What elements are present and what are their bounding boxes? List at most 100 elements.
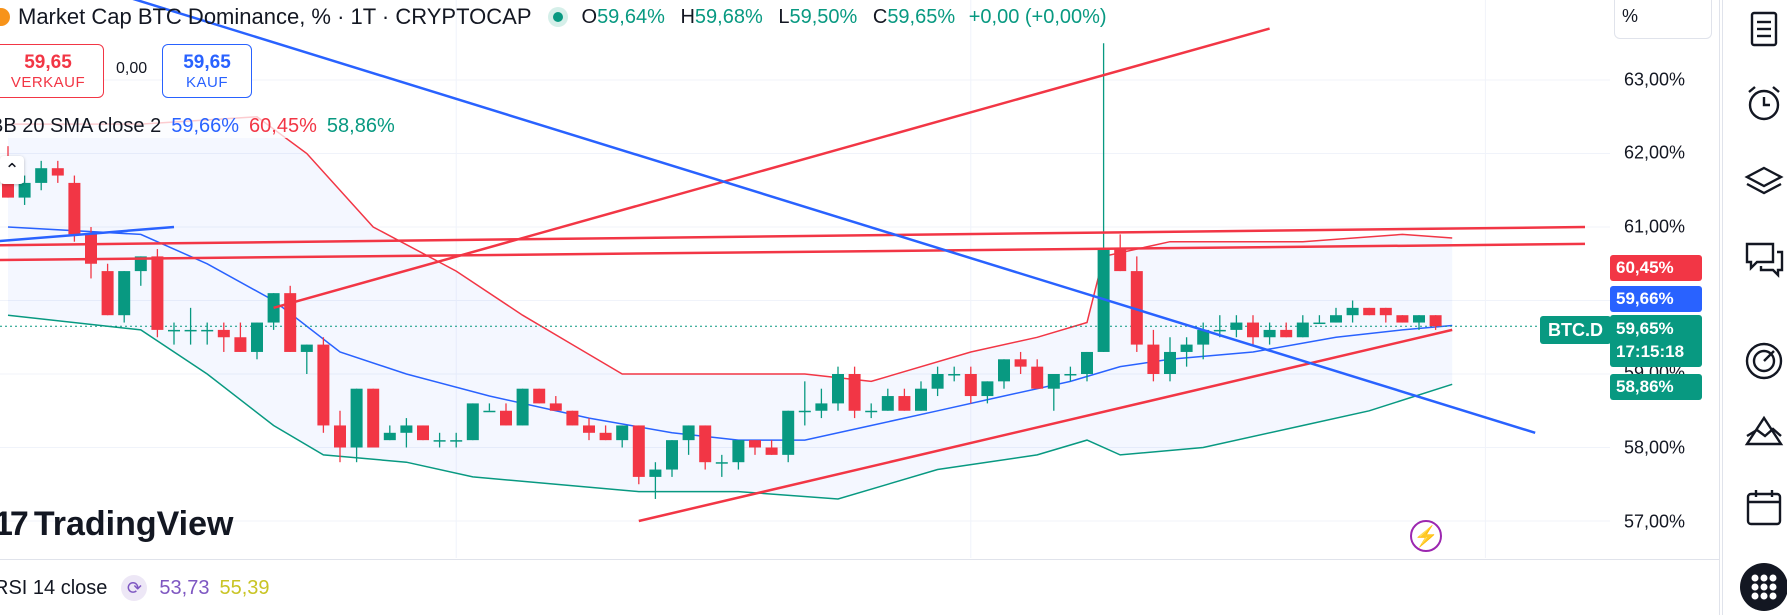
candle-body [217, 329, 230, 338]
watchlist-icon[interactable] [1743, 8, 1785, 50]
axis-tick: 61,00% [1623, 216, 1685, 237]
candle-body [1081, 351, 1093, 374]
axis-tick: 58,00% [1623, 437, 1685, 458]
bollinger-label: BB 20 SMA close 2 [0, 114, 162, 137]
candle-body [1296, 322, 1309, 338]
layers-icon[interactable] [1743, 160, 1785, 202]
high-value: 59,68% [694, 5, 763, 28]
change-value: +0,00 (+0,00%) [968, 5, 1107, 28]
trendline [273, 27, 1270, 310]
candle-body [1047, 374, 1060, 389]
candle-body [1180, 344, 1193, 352]
last-price-value: 59,65% [1616, 319, 1674, 338]
candle-body [1014, 359, 1027, 367]
candle-body [118, 271, 131, 316]
candle-body [881, 396, 894, 411]
trendline [638, 328, 1453, 523]
candle-body [715, 462, 728, 464]
bitcoin-icon [0, 8, 10, 26]
trendline [0, 242, 1586, 262]
tradingview-logo[interactable]: 17 TradingView [0, 505, 233, 544]
close-value: 59,65% [887, 5, 956, 28]
tradingview-text: TradingView [33, 505, 234, 543]
trendline [0, 225, 1586, 247]
candle-body [466, 403, 479, 441]
low-label: L [778, 5, 790, 28]
candle-body [317, 344, 330, 426]
candle-body [616, 425, 629, 441]
candle-body [599, 432, 612, 441]
candle-body [931, 374, 944, 389]
axis-tick: 62,00% [1623, 142, 1685, 163]
candle-body [1064, 374, 1077, 376]
candle-body [732, 440, 745, 463]
lightning-icon[interactable]: ⚡ [1410, 520, 1442, 552]
right-toolbar [1722, 0, 1787, 615]
apps-grid-icon[interactable] [1739, 562, 1787, 612]
candle-body [350, 388, 363, 448]
tradingview-mark: 17 [0, 505, 29, 543]
candle-body [848, 374, 861, 411]
symbol-title[interactable]: Market Cap BTC Dominance, % · 1T · CRYPT… [18, 4, 532, 29]
sell-price: 59,65 [24, 51, 72, 73]
candle-body [998, 359, 1010, 382]
low-value: 59,50% [789, 5, 858, 28]
rsi-legend[interactable]: RSI 14 close ⟳ 53,73 55,39 [0, 574, 270, 602]
collapse-legend-button[interactable]: ⌃ [0, 156, 24, 184]
candle-body [981, 381, 994, 397]
market-status-icon[interactable] [547, 7, 568, 27]
candle-body [964, 374, 977, 397]
candle-body [749, 440, 761, 448]
candle-body [948, 374, 961, 376]
ideas-icon[interactable] [1743, 410, 1785, 452]
bollinger-basis-value: 59,66% [171, 114, 240, 137]
chat-icon[interactable] [1743, 238, 1785, 280]
candle-body [234, 337, 247, 352]
axis-tick: 57,00% [1623, 511, 1685, 532]
candle-body [765, 447, 778, 455]
candle-body [682, 425, 695, 441]
candle-body [1031, 366, 1044, 389]
calendar-icon[interactable] [1743, 486, 1785, 528]
candle-body [85, 234, 97, 264]
rsi-value: 53,73 [159, 576, 210, 599]
candle-body [649, 469, 662, 477]
candle-body [201, 329, 214, 332]
high-label: H [680, 5, 695, 28]
axis-unit-box[interactable] [1614, 0, 1712, 39]
candle-body [898, 396, 911, 411]
sell-button[interactable]: 59,65 VERKAUF [0, 44, 104, 98]
close-label: C [872, 5, 888, 28]
candle-body [1130, 271, 1143, 345]
sell-label: VERKAUF [10, 73, 86, 91]
candle-body [334, 425, 346, 448]
candle-body [300, 344, 313, 352]
candle-body [284, 293, 297, 352]
candle-body [632, 425, 645, 477]
bollinger-lower-value: 58,86% [326, 114, 395, 137]
buy-button[interactable]: 59,65 KAUF [162, 44, 252, 98]
signal-gauge-icon[interactable] [1743, 340, 1785, 382]
candle-body [168, 329, 180, 332]
candle-body [400, 425, 413, 433]
candle-body [1280, 329, 1293, 338]
refresh-icon[interactable]: ⟳ [121, 575, 148, 601]
bollinger-legend[interactable]: BB 20 SMA close 2 59,66% 60,45% 58,86% [0, 114, 405, 138]
trendline [132, 0, 1536, 434]
candle-body [1379, 307, 1392, 316]
candle-body [832, 374, 844, 404]
buy-price: 59,65 [183, 51, 231, 73]
alarm-clock-icon[interactable] [1743, 82, 1785, 124]
last-price-tag: 59,65% 17:15:18 [1610, 315, 1702, 367]
candle-body [798, 410, 811, 413]
candle-body [865, 410, 878, 413]
candle-body [1313, 322, 1326, 325]
candle-body [1363, 307, 1376, 316]
candle-body [51, 168, 64, 176]
candle-body [35, 168, 48, 183]
pane-separator[interactable] [0, 559, 1719, 560]
symbol-tag: BTC.D [1540, 316, 1611, 344]
candle-body [1413, 315, 1425, 323]
candle-body [417, 425, 429, 441]
